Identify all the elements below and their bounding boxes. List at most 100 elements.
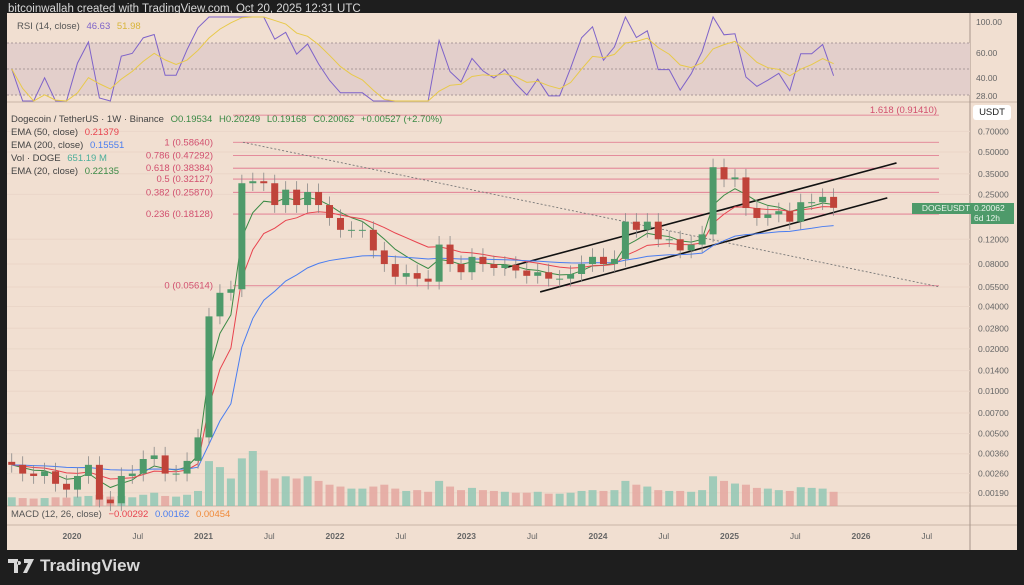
bar-countdown: 6d 12h	[974, 213, 1000, 223]
volume-bar	[698, 490, 707, 506]
candle	[84, 464, 92, 476]
volume-bar	[632, 484, 641, 506]
tradingview-logo[interactable]: TradingView	[8, 556, 140, 576]
volume-bar	[774, 490, 783, 506]
candle	[336, 217, 344, 230]
candle	[457, 264, 465, 273]
rsi-axis-tick: 60.00	[976, 48, 998, 58]
candle	[424, 278, 432, 282]
price-axis-tick: 0.08000	[978, 259, 1009, 269]
candle	[30, 473, 38, 476]
candle	[150, 455, 158, 460]
volume-bar	[413, 490, 422, 506]
candle	[621, 221, 629, 259]
time-axis-tick: 2022	[326, 531, 345, 541]
last-price-label: 0.20062 6d 12h	[971, 203, 1014, 224]
candle	[161, 455, 169, 474]
volume-bar	[807, 487, 816, 506]
volume-bar	[610, 490, 619, 506]
candle	[238, 183, 246, 290]
candle	[183, 460, 191, 474]
candle	[534, 272, 542, 276]
ema20-value: 0.22135	[84, 166, 120, 177]
time-axis-tick: Jul	[264, 531, 275, 541]
volume-bar	[215, 467, 224, 506]
close-value: C0.20062	[313, 114, 355, 125]
fib-level-label: 0.236 (0.18128)	[146, 209, 213, 220]
ema20-legend[interactable]: EMA (20, close) 0.22135	[11, 165, 446, 178]
main-legend: Dogecoin / TetherUS · 1W · Binance O0.19…	[11, 113, 446, 178]
high-value: H0.20249	[218, 114, 261, 125]
volume-bar	[62, 497, 71, 506]
last-symbol-label: DOGEUSDT	[912, 203, 972, 214]
candle	[249, 181, 257, 184]
ema50-value: 0.21379	[84, 127, 120, 138]
symbol-row[interactable]: Dogecoin / TetherUS · 1W · Binance O0.19…	[11, 113, 446, 126]
candle	[391, 264, 399, 277]
volume-bar	[676, 490, 685, 506]
candle	[512, 264, 520, 271]
candle	[830, 196, 838, 208]
rsi-axis-tick: 40.00	[976, 73, 998, 83]
candle	[172, 473, 180, 475]
volume-bar	[347, 488, 356, 506]
volume-bar	[566, 492, 575, 506]
candle	[271, 183, 279, 206]
volume-bar	[139, 494, 148, 506]
chart-canvas[interactable]: 100.00 60.00 40.00 28.00 0.70000 0.50000 0.350…	[7, 13, 1017, 550]
volume-bar	[555, 493, 564, 506]
ema50-legend[interactable]: EMA (50, close) 0.21379	[11, 126, 446, 139]
chart-panel[interactable]: 100.00 60.00 40.00 28.00 0.70000 0.50000 0.350…	[7, 13, 1017, 550]
volume-bar	[259, 470, 268, 506]
candle	[523, 270, 531, 276]
volume-bar	[709, 476, 718, 506]
candle	[139, 459, 147, 474]
price-axis-tick: 0.02000	[978, 344, 1009, 354]
volume-legend[interactable]: Vol · DOGE 651.19 M	[11, 152, 446, 165]
volume-bar	[478, 490, 487, 506]
fib-level-label: 1.618 (0.91410)	[870, 105, 937, 116]
volume-bar	[511, 492, 520, 506]
volume-bar	[533, 491, 542, 506]
candle	[764, 214, 772, 218]
volume-bar	[281, 476, 290, 506]
ema200-legend[interactable]: EMA (200, close) 0.15551	[11, 139, 446, 152]
time-axis-tick: 2026	[852, 531, 871, 541]
volume-bar	[204, 461, 213, 506]
volume-bar	[391, 488, 400, 506]
volume-bar	[336, 486, 345, 506]
symbol-title: Dogecoin / TetherUS · 1W · Binance	[11, 114, 164, 125]
price-axis-tick: 0.00700	[978, 408, 1009, 418]
candle	[731, 177, 739, 180]
time-axis-tick: Jul	[132, 531, 143, 541]
candle	[52, 471, 60, 484]
rsi-axis-tick: 28.00	[976, 91, 998, 101]
volume-bar	[467, 487, 476, 506]
volume-bar	[752, 487, 761, 506]
candle	[753, 208, 761, 218]
ema20-label: EMA (20, close)	[11, 166, 79, 177]
candle	[665, 239, 673, 241]
price-axis-tick: 0.05500	[978, 282, 1009, 292]
tradingview-logo-icon	[8, 559, 34, 573]
candle	[8, 461, 16, 465]
volume-bar	[654, 490, 663, 506]
rsi-legend: RSI (14, close) 46.63 51.98	[17, 21, 145, 32]
price-axis-tick: 0.35000	[978, 169, 1009, 179]
currency-button[interactable]: USDT	[973, 105, 1011, 120]
candle	[95, 464, 103, 500]
ema50-line	[11, 206, 834, 480]
volume-bar	[643, 486, 652, 506]
time-axis-tick: 2025	[720, 531, 739, 541]
candle	[676, 239, 684, 251]
fib-level-label: 0.786 (0.47292)	[146, 150, 213, 161]
volume-bar	[665, 490, 674, 506]
rsi-value: 46.63	[86, 21, 111, 32]
candle	[128, 473, 136, 476]
price-axis-tick: 0.01000	[978, 386, 1009, 396]
macd-hist-value: −0.00292	[108, 509, 149, 520]
open-value: O0.19534	[170, 114, 213, 125]
price-axis-tick: 0.70000	[978, 126, 1009, 136]
volume-bar	[829, 491, 838, 506]
candle	[315, 191, 323, 206]
